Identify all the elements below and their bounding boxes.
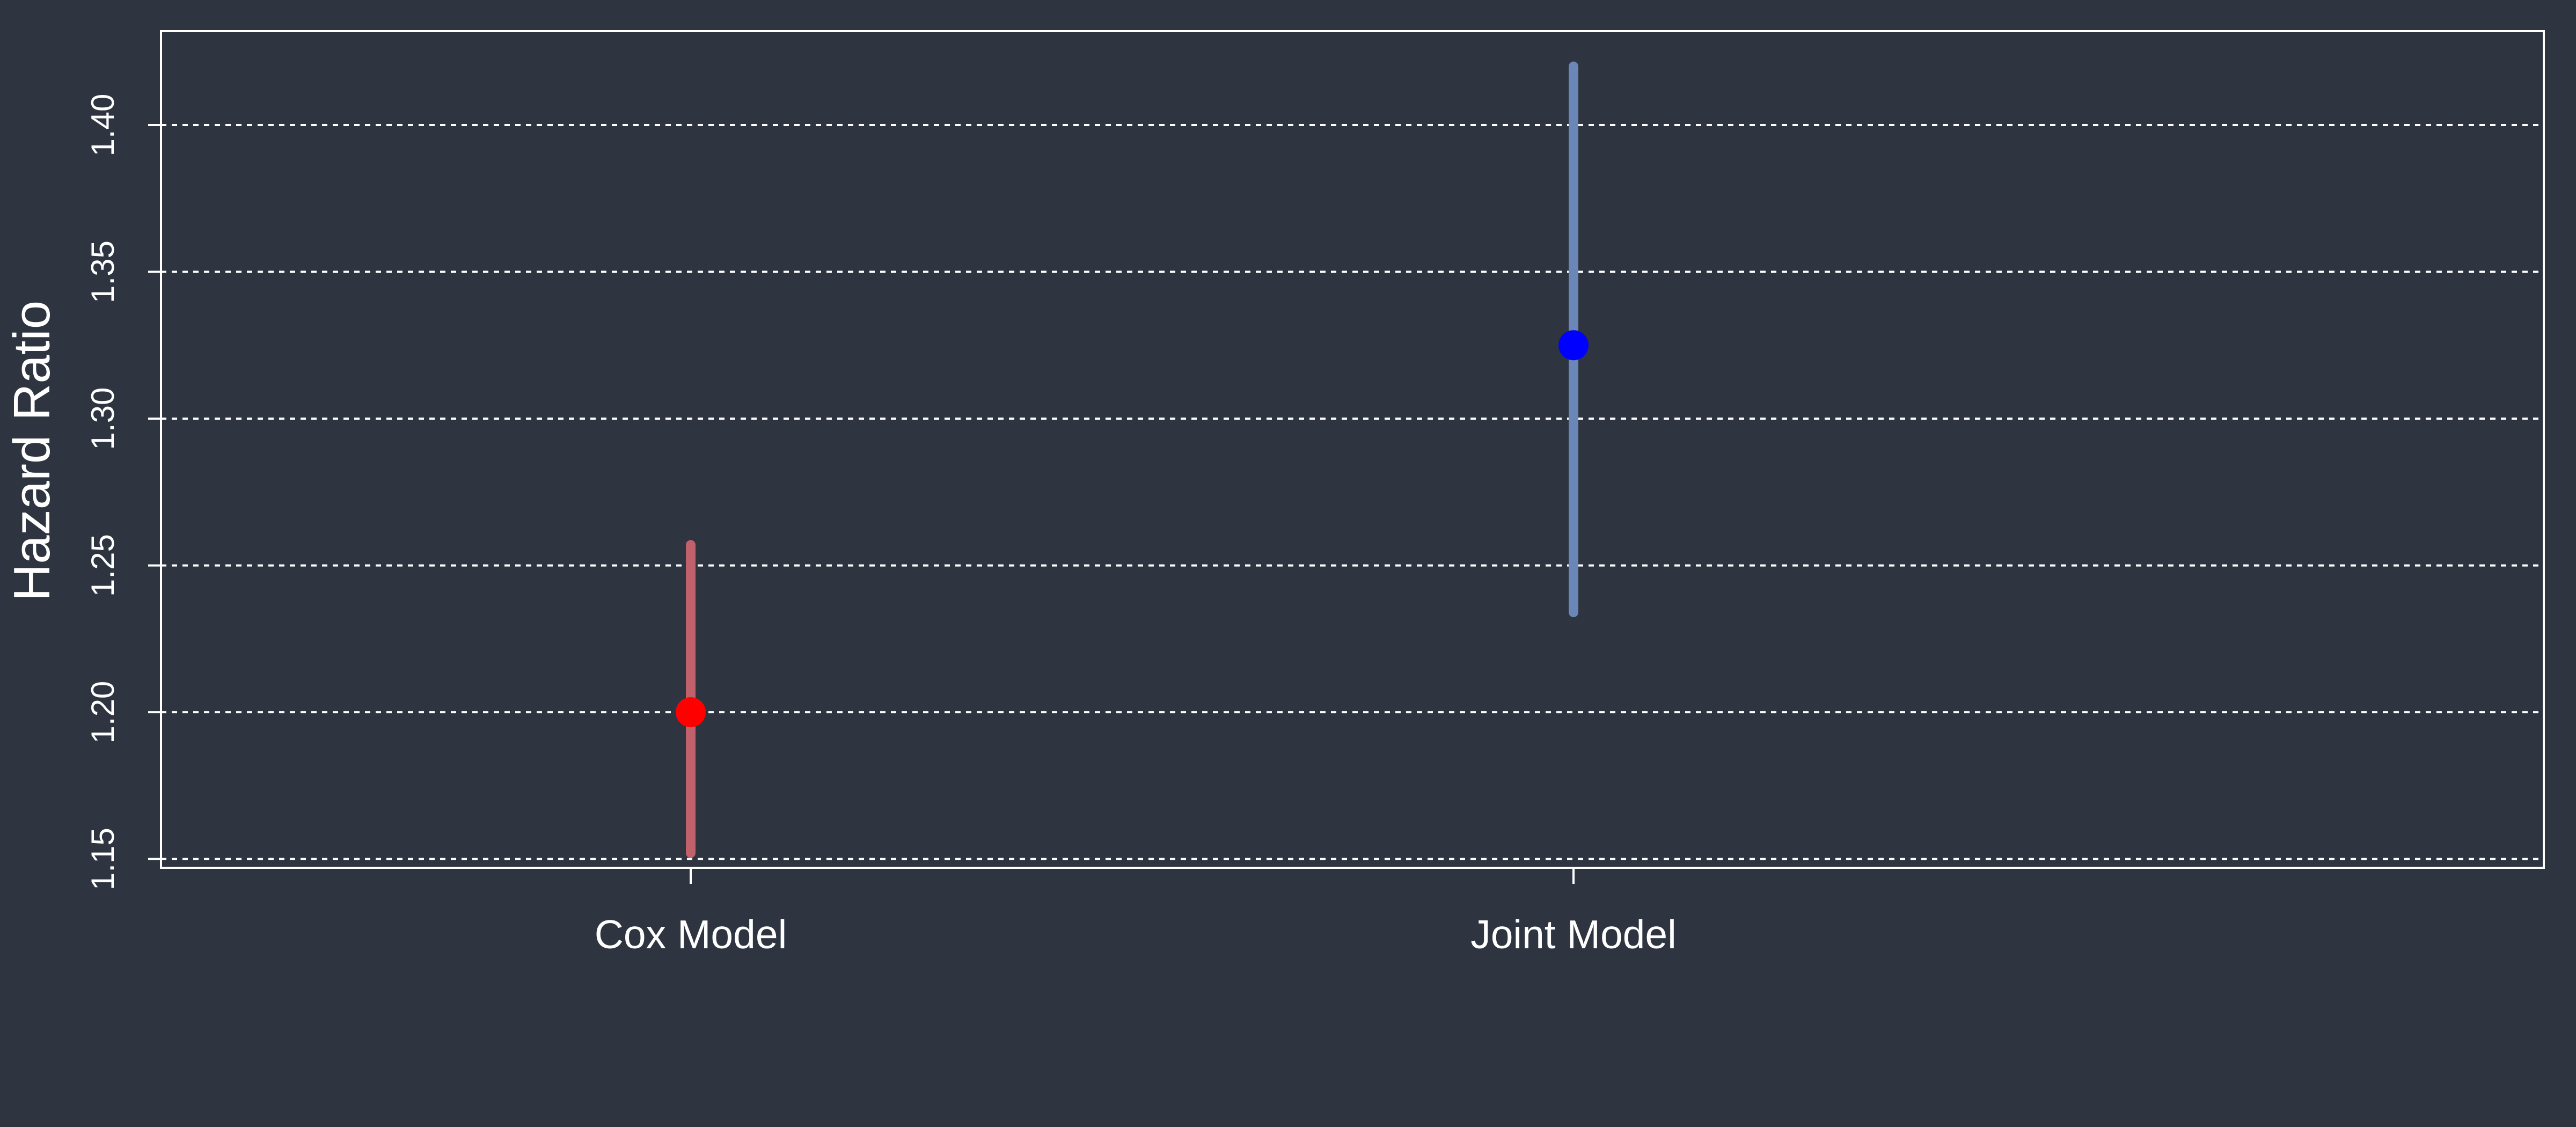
- y-axis: 1.15 1.20 1.25 1.30 1.35 1.40: [85, 94, 161, 890]
- point-estimates: [676, 330, 1589, 728]
- y-tick-label: 1.35: [85, 240, 121, 303]
- plot-frame: [160, 30, 2545, 869]
- point-estimate-marker: [1558, 330, 1589, 361]
- y-tick-label: 1.25: [85, 534, 121, 597]
- y-axis-title: Hazard Ratio: [3, 301, 61, 601]
- point-estimate-marker: [676, 697, 706, 728]
- x-axis: Cox Model Joint Model: [595, 868, 1677, 957]
- y-tick-label: 1.30: [85, 387, 121, 450]
- y-tick-label: 1.20: [85, 681, 121, 744]
- x-tick-label: Cox Model: [595, 912, 787, 957]
- y-tick-label: 1.40: [85, 94, 121, 157]
- x-tick-label: Joint Model: [1470, 912, 1677, 957]
- gridlines: [161, 124, 2544, 860]
- y-tick-label: 1.15: [85, 828, 121, 890]
